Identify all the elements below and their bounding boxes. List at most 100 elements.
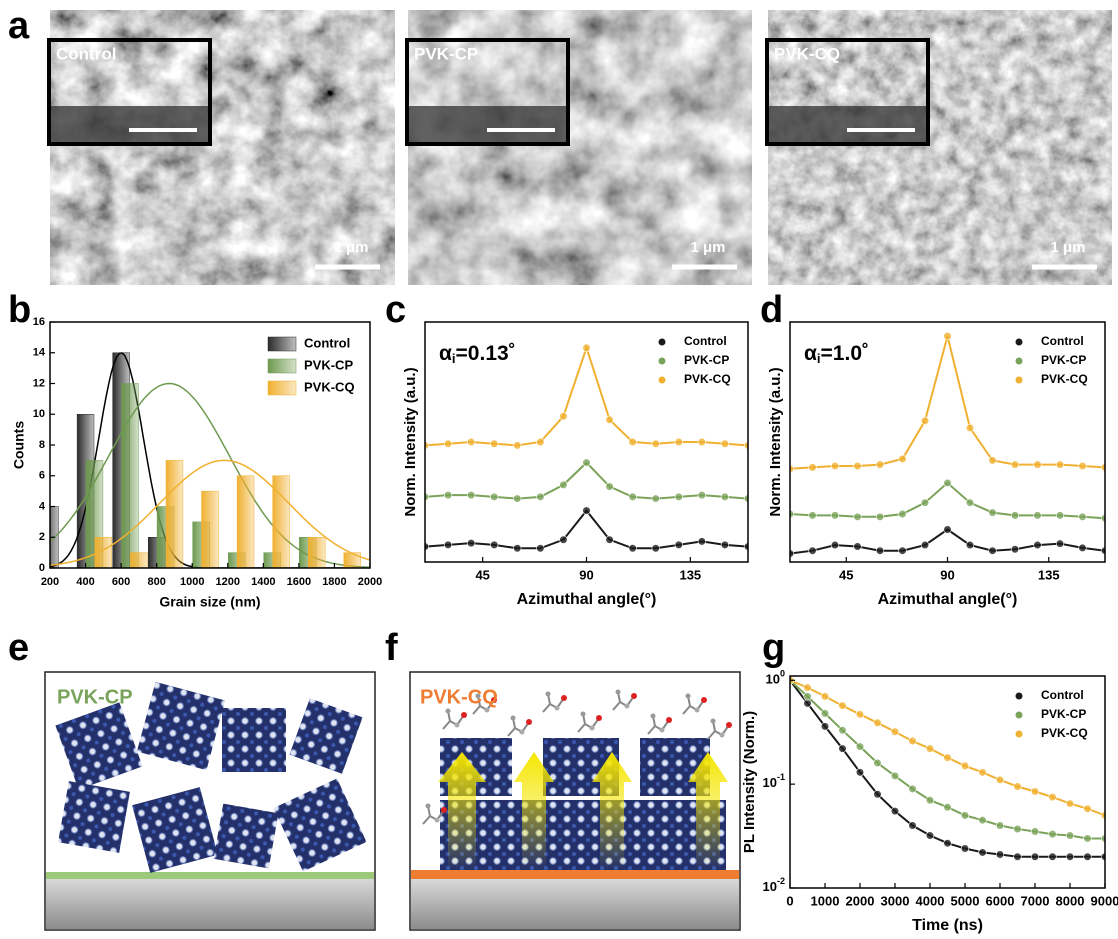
data-point <box>582 458 591 467</box>
data-point <box>855 742 865 751</box>
data-point <box>908 821 917 830</box>
annotation: αi=1.0˚ <box>804 342 869 367</box>
data-point <box>988 508 997 517</box>
data-point <box>803 699 812 708</box>
data-point <box>467 437 476 447</box>
data-point <box>1055 511 1065 520</box>
y-axis-title: PL Intensity (Norm.) <box>741 711 758 853</box>
x-tick-label: 600 <box>112 576 130 588</box>
data-point <box>1033 460 1042 469</box>
legend-label: PVK-CQ <box>1041 372 1088 386</box>
data-point <box>605 535 614 544</box>
data-point <box>978 848 987 857</box>
annotation-text: =0.13˚ <box>456 342 516 365</box>
chart: 45 90 135 Azimuthal angle(°) Norm. Intensity… <box>402 321 749 608</box>
chart: 200 400 600 800 1000 1200 1400 1600 1800 2000 0 2 4 6… <box>11 316 383 610</box>
data-point <box>1030 787 1040 796</box>
data-point <box>820 692 830 701</box>
x-tick-label: 400 <box>76 576 94 588</box>
crystal-grain <box>55 702 143 790</box>
data-point <box>908 736 917 746</box>
plot-frame <box>424 321 749 563</box>
legend-swatch <box>1015 711 1023 719</box>
x-tick-label: 1600 <box>287 576 311 588</box>
data-point <box>988 546 997 555</box>
legend-label: Control <box>684 334 727 348</box>
x-tick-label: 0 <box>786 893 793 908</box>
legend-swatch <box>267 358 297 374</box>
data-point <box>743 494 748 503</box>
x-axis-title: Azimuthal angle(°) <box>517 591 657 608</box>
legend-label: PVK-CP <box>684 353 729 367</box>
data-point <box>490 540 499 549</box>
data-point <box>1013 852 1022 861</box>
data-point <box>1083 852 1092 861</box>
plot-area <box>50 352 370 568</box>
data-point <box>838 701 847 710</box>
data-point <box>943 478 952 488</box>
data-point <box>651 544 660 553</box>
data-point <box>853 512 862 521</box>
data-point <box>720 439 730 448</box>
x-tick-label: 90 <box>940 567 954 582</box>
x-tick-label: 5000 <box>951 893 980 908</box>
x-tick-label: 9000 <box>1091 893 1118 908</box>
x-tick-label: 135 <box>679 567 701 582</box>
data-point <box>960 761 970 770</box>
data-point <box>830 511 840 520</box>
legend-swatch <box>267 380 297 396</box>
data-point <box>890 727 900 736</box>
substrate <box>46 879 374 929</box>
data-point <box>674 540 683 549</box>
substrate-layer <box>411 870 739 879</box>
data-point <box>513 544 522 553</box>
bar <box>130 552 148 568</box>
scale-label: 1 μm <box>1050 239 1085 256</box>
data-point <box>830 540 840 550</box>
data-point <box>965 498 975 507</box>
data-point <box>898 509 907 519</box>
data-point <box>628 492 637 501</box>
bar <box>165 460 184 568</box>
data-point <box>943 332 952 341</box>
legend-label: PVK-CQ <box>684 372 731 386</box>
data-point <box>920 498 930 507</box>
bar <box>121 383 139 568</box>
data-point <box>873 758 882 768</box>
inset-label: Control <box>56 44 116 63</box>
y-tick-label: 4 <box>39 500 46 512</box>
legend-label: PVK-CP <box>1041 707 1086 721</box>
x-axis-title: Grain size (nm) <box>159 594 260 610</box>
substrate-layer <box>46 872 374 879</box>
crystal-grain <box>132 787 218 873</box>
x-tick-label: 7000 <box>1021 893 1050 908</box>
data-point <box>808 511 817 520</box>
legend-swatch <box>1015 692 1023 700</box>
annotation-subscript: i <box>817 351 821 366</box>
chart: 0 1000 2000 3000 4000 5000 6000 7000 8000 9000100… <box>741 669 1118 935</box>
inset-substrate <box>409 106 566 142</box>
data-point <box>943 753 952 762</box>
data-point <box>605 415 614 424</box>
data-point <box>890 771 900 781</box>
crystal-grain <box>136 681 226 771</box>
x-tick-label: 6000 <box>986 893 1015 908</box>
data-point <box>559 480 568 489</box>
data-point <box>838 744 847 753</box>
data-point <box>1065 799 1075 808</box>
x-axis-title: Azimuthal angle(°) <box>878 591 1018 608</box>
legend-swatch <box>658 357 666 365</box>
inset-label: PVK-CP <box>414 44 478 63</box>
fit-curve <box>50 459 370 567</box>
data-point <box>960 811 970 820</box>
data-point <box>513 441 522 450</box>
arrow <box>592 752 632 870</box>
data-point <box>803 683 812 692</box>
bar <box>236 475 255 568</box>
y-tick-label: 2 <box>39 531 45 543</box>
tick-base: 10 <box>766 672 780 687</box>
y-tick-label: 10-1 <box>763 773 785 791</box>
legend-swatch <box>1015 376 1023 384</box>
data-point <box>697 537 706 546</box>
x-tick-label: 1800 <box>322 576 346 588</box>
